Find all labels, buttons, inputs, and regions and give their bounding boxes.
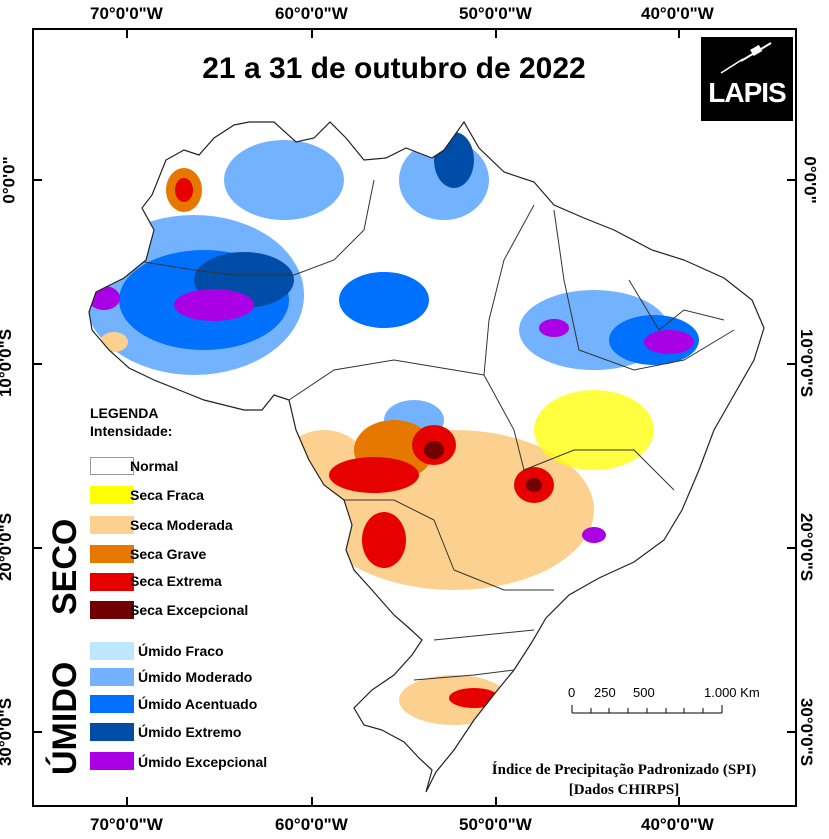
caption-line-2: [Dados CHIRPS] (568, 782, 680, 798)
satellite-icon (720, 42, 772, 74)
latitude-label-right-0: 0°0'0" (800, 156, 820, 204)
dry-zone-df-exceptional (526, 478, 542, 492)
latitude-label-left-0: 0°0'0" (0, 156, 19, 204)
legend-label-seca-extrema: Seca Extrema (130, 573, 222, 589)
legend-swatch-umido-moderado (90, 668, 134, 686)
legend-swatch-seca-grave (90, 545, 134, 563)
latitude-label-left-30s: 30°0'0"S (0, 697, 16, 767)
wet-zone-west-exceptional (89, 286, 120, 310)
scale-bar: 0 250 500 1.000 Km (568, 685, 795, 725)
legend-label-umido-extremo: Úmido Extremo (138, 724, 242, 740)
longitude-label-top-60w: 60°0'0"W (275, 4, 348, 23)
longitude-label-bottom-40w: 40°0'0"W (641, 815, 714, 834)
latitude-label-left-10s: 10°0'0"S (0, 328, 16, 398)
legend-swatch-umido-fraco (90, 642, 134, 660)
wet-zone-amazon-exceptional (174, 289, 254, 321)
longitude-label-bottom-50w: 50°0'0"W (459, 815, 532, 834)
map-caption: Índice de Precipitação Padronizado (SPI)… (454, 760, 794, 800)
legend-swatch-seca-extrema (90, 573, 134, 591)
map-title: 21 a 31 de outubro de 2022 (202, 52, 586, 85)
scale-label-250: 250 (594, 685, 616, 700)
wet-zone-maranhao-exceptional (539, 319, 569, 337)
scale-label-0: 0 (568, 685, 576, 700)
logo-text: LAPIS (708, 77, 786, 108)
latitude-label-left-20s: 20°0'0"S (0, 512, 16, 582)
legend-swatch-umido-acentuado (90, 695, 134, 713)
longitude-label-bottom-70w: 70°0'0"W (90, 815, 163, 834)
dry-zone-acre (100, 332, 128, 352)
legend-swatch-seca-moderada (90, 516, 134, 534)
latitude-label-right-20s: 20°0'0"S (797, 512, 817, 582)
legend-label-umido-moderado: Úmido Moderado (138, 669, 253, 685)
lapis-logo: LAPIS (701, 37, 793, 121)
legend-label-seca-fraca: Seca Fraca (130, 487, 204, 503)
longitude-label-top-70w: 70°0'0"W (90, 4, 163, 23)
legend-group-dry: SECO (46, 518, 84, 615)
dry-zone-mt-exceptional (424, 441, 444, 459)
legend-swatch-umido-extremo (90, 723, 134, 741)
dry-zone-northwest-extreme (175, 178, 193, 202)
dry-zone-bahia-weak (534, 390, 654, 470)
dry-zone-south-extreme (449, 688, 499, 708)
wet-zone-northeast-exceptional (644, 330, 694, 354)
wet-zone-para (339, 272, 429, 328)
legend-label-seca-grave: Seca Grave (130, 546, 207, 562)
dry-zone-ms-extreme (362, 512, 406, 568)
legend-group-wet: ÚMIDO (46, 661, 84, 775)
legend-label-normal: Normal (130, 458, 179, 474)
scale-label-1000: 1.000 Km (704, 685, 760, 700)
legend-subheading: Intensidade: (90, 423, 173, 439)
legend-label-seca-moderada: Seca Moderada (130, 517, 233, 533)
legend-swatch-seca-excepcional (90, 601, 134, 619)
caption-line-1: Índice de Precipitação Padronizado (SPI) (491, 762, 757, 778)
legend-swatch-normal (90, 457, 134, 475)
state-borders (143, 179, 735, 681)
frame-ticks (34, 30, 795, 805)
legend-label-seca-excepcional: Seca Excepcional (130, 602, 249, 618)
wet-zone-north (224, 140, 344, 220)
legend-swatch-umido-excepcional (90, 752, 134, 770)
wet-zone-amapa-extreme (434, 132, 474, 188)
dry-zone-mt-extreme (329, 457, 419, 493)
legend-label-umido-fraco: Úmido Fraco (138, 643, 224, 659)
legend-heading: LEGENDA (90, 405, 159, 421)
longitude-label-top-40w: 40°0'0"W (641, 4, 714, 23)
scale-label-500: 500 (633, 685, 655, 700)
legend-label-umido-excepcional: Úmido Excepcional (138, 754, 268, 770)
latitude-label-right-10s: 10°0'0"S (797, 328, 817, 398)
brazil-spi-map (34, 30, 795, 805)
legend-label-umido-acentuado: Úmido Acentuado (138, 696, 258, 712)
brazil-border (88, 120, 765, 793)
map-frame: 21 a 31 de outubro de 2022 LAPIS LEGENDA… (32, 28, 797, 807)
wet-spot-mg-exceptional (582, 527, 606, 543)
longitude-label-bottom-60w: 60°0'0"W (275, 815, 348, 834)
latitude-label-right-30s: 30°0'0"S (797, 697, 817, 767)
legend-swatch-seca-fraca (90, 486, 134, 504)
longitude-label-top-50w: 50°0'0"W (459, 4, 532, 23)
scale-bar-graphic (571, 705, 723, 714)
